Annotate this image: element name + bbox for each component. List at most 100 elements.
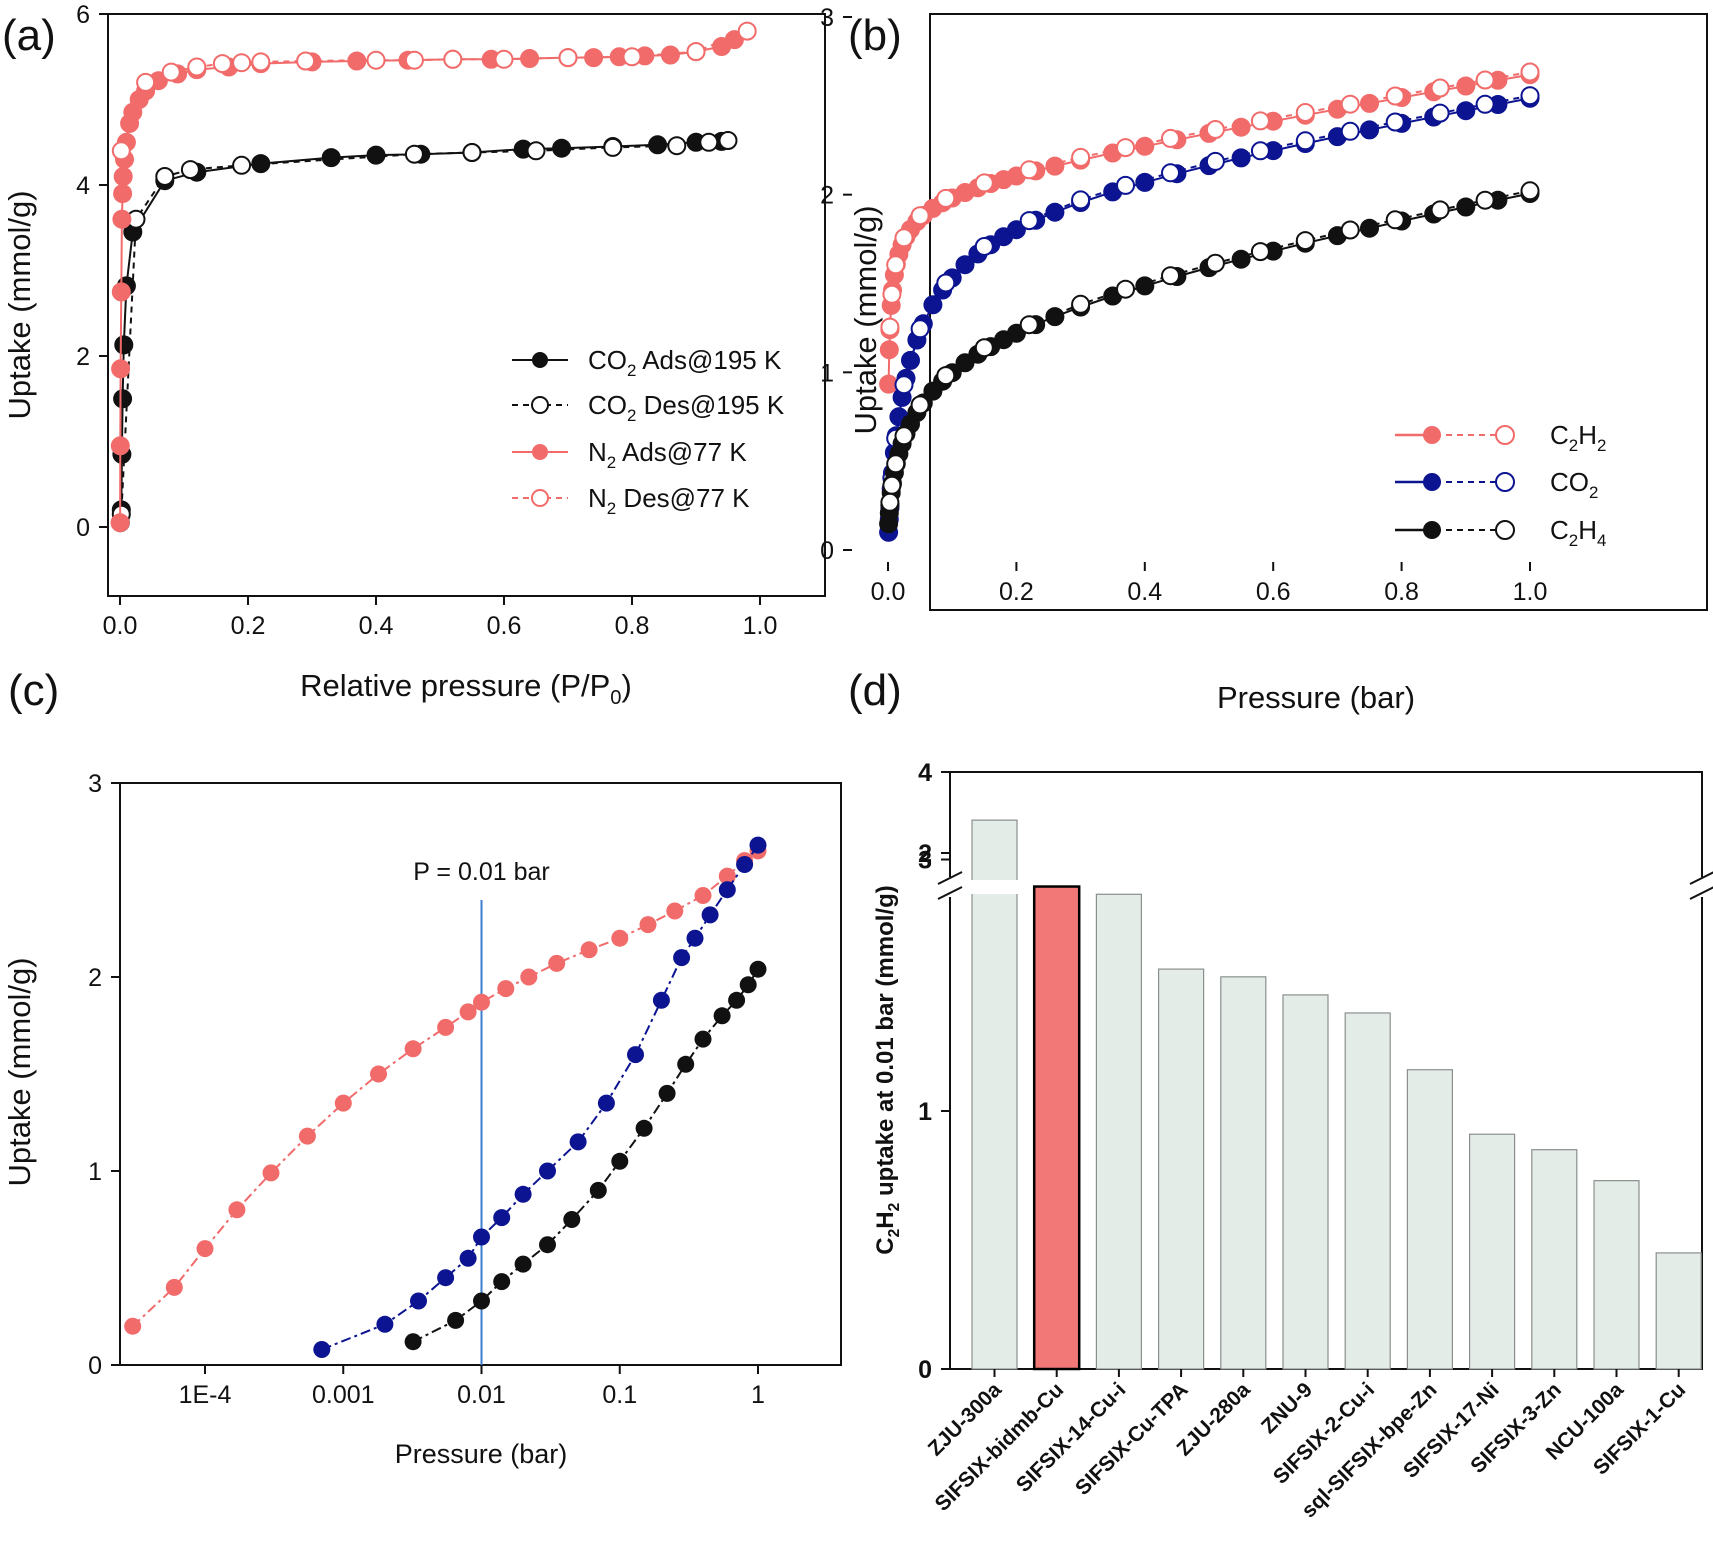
y-tick-label: 0 xyxy=(88,1352,102,1380)
c2h2-point xyxy=(124,1317,142,1335)
y-tick-label: 3 xyxy=(820,4,834,32)
co2-point xyxy=(313,1341,331,1358)
c2h4-des-point xyxy=(1205,253,1225,273)
co2-ads-195-k-point xyxy=(113,389,133,409)
y-tick-label: 1 xyxy=(88,1158,102,1186)
x-tick-label: 0.4 xyxy=(1127,578,1162,606)
co2-des-point xyxy=(910,319,930,339)
x-tick-label: 0.01 xyxy=(457,1381,506,1409)
c2h2-ads-point xyxy=(1456,76,1476,96)
c2h4-des-point xyxy=(882,475,902,495)
c2h2-ads-point xyxy=(1360,93,1379,113)
c2h4-des-point xyxy=(886,454,906,474)
panel-b-ticks: 0.0 0.2 0.4 0.6 0.8 1.0 0 1 2 3 xyxy=(820,4,1547,606)
co2-point xyxy=(686,929,704,947)
n2-des-77-k-line xyxy=(120,30,748,152)
c2h4-point xyxy=(635,1119,653,1137)
bar-zju-300a xyxy=(971,819,1018,1370)
c2h4-des-point xyxy=(1385,210,1405,230)
co2-ads-195-k-point xyxy=(366,145,386,165)
x-tick-label: 0.0 xyxy=(103,612,138,640)
c2h4-ads-point xyxy=(1135,276,1155,296)
co2-des-195-k-point xyxy=(699,132,719,152)
c2h2-ads-point xyxy=(1135,136,1155,156)
c2h2-point xyxy=(298,1127,316,1145)
bar-znu-9 xyxy=(1282,994,1329,1370)
c2h2-point xyxy=(718,867,736,885)
n2-ads-77-k-point xyxy=(112,209,132,229)
co2-des-195-k-point xyxy=(462,143,482,162)
co2-point xyxy=(437,1269,455,1287)
co2-ads-195-k-point xyxy=(648,135,668,155)
co2-ads-point xyxy=(1456,101,1476,121)
c2h4-point xyxy=(694,1030,712,1048)
panel-b-label: (b) xyxy=(848,11,902,60)
c2h4-des-point xyxy=(880,492,900,512)
co2-des-point xyxy=(1430,103,1450,123)
c2h2-point xyxy=(473,993,490,1011)
co2-point xyxy=(376,1315,394,1333)
c2h4-point xyxy=(563,1211,581,1228)
bar-sifsix-2-cu-i xyxy=(1344,1012,1391,1370)
n2-ads-77-k-point xyxy=(660,45,680,65)
co2-point xyxy=(718,881,736,899)
y-tick-label: 0 xyxy=(76,514,90,542)
n2-ads-77-k-point xyxy=(113,184,133,204)
n2-des-77-k-point xyxy=(558,48,578,68)
c2h2-des-point xyxy=(974,173,994,193)
panel-a-frame xyxy=(107,13,826,597)
co2-point xyxy=(701,906,719,924)
n2-des-77-k-point xyxy=(161,62,181,82)
n2-des-77-k-point xyxy=(296,51,316,71)
c2h2-point xyxy=(580,941,598,959)
n2-ads-77-k-point xyxy=(113,167,133,186)
co2-des-195-k-point xyxy=(603,137,623,157)
panel-d-axis-break xyxy=(937,871,1713,900)
c2h4-des-point xyxy=(1475,190,1495,210)
bar-sifsix-bidmb-cu xyxy=(1032,885,1081,1371)
x-tick-label: 0.8 xyxy=(1384,578,1419,606)
c2h2-point xyxy=(497,980,515,998)
c2h2-des-point xyxy=(910,206,930,226)
legend-a-n2-ads: N2 Ads@77 K xyxy=(588,437,747,472)
c2h4-des-point xyxy=(1019,315,1039,335)
c2h4-des-point xyxy=(1116,279,1135,299)
x-tick-label: 0.001 xyxy=(312,1381,375,1409)
c2h2-ads-point xyxy=(879,340,899,360)
bar-sql-sifsix-bpe-zn xyxy=(1406,1069,1454,1370)
co2-des-point xyxy=(1116,175,1135,195)
category-label: SIFSIX-14-Cu-i xyxy=(1012,1378,1131,1497)
c2h2-des-point xyxy=(936,188,956,208)
c2h4-line xyxy=(412,968,759,1343)
co2-des-point xyxy=(1161,163,1180,183)
panel-a-xlabel: Relative pressure (P/P0) xyxy=(300,668,632,709)
c2h2-des-point xyxy=(880,317,900,337)
legend-a-co2-des: CO2 Des@195 K xyxy=(588,390,785,425)
c2h2-des-point xyxy=(1295,103,1315,122)
c2h2-point xyxy=(666,902,684,920)
x-tick-label: 1.0 xyxy=(743,612,778,640)
c2h2-des-point xyxy=(1385,86,1405,106)
panel-c-marks xyxy=(124,836,767,1358)
c2h4-des-point xyxy=(1161,266,1180,286)
panel-b-xlabel: Pressure (bar) xyxy=(1217,680,1415,715)
bar-sifsix-17-ni xyxy=(1468,1133,1516,1370)
c2h4-des-point xyxy=(974,338,994,358)
y-tick-label: 2 xyxy=(918,840,932,868)
c2h2-des-point xyxy=(1340,94,1360,114)
co2-des-point xyxy=(936,273,956,293)
category-label: ZNU-9 xyxy=(1257,1378,1317,1438)
n2-des-77-k-point xyxy=(212,54,232,74)
co2-des-point xyxy=(1475,94,1495,114)
x-tick-label: 0.6 xyxy=(1256,578,1291,606)
legend-a-n2-des: N2 Des@77 K xyxy=(588,483,750,518)
co2-des-point xyxy=(974,237,994,256)
co2-point xyxy=(514,1185,532,1203)
y-tick-label: 6 xyxy=(76,1,90,29)
panel-b-marks xyxy=(879,62,1540,542)
c2h2-des-point xyxy=(1430,78,1450,98)
bar-ncu-100a xyxy=(1593,1180,1640,1370)
co2-ads-195-k-point xyxy=(321,148,341,168)
co2-des-195-k-point xyxy=(155,167,175,186)
